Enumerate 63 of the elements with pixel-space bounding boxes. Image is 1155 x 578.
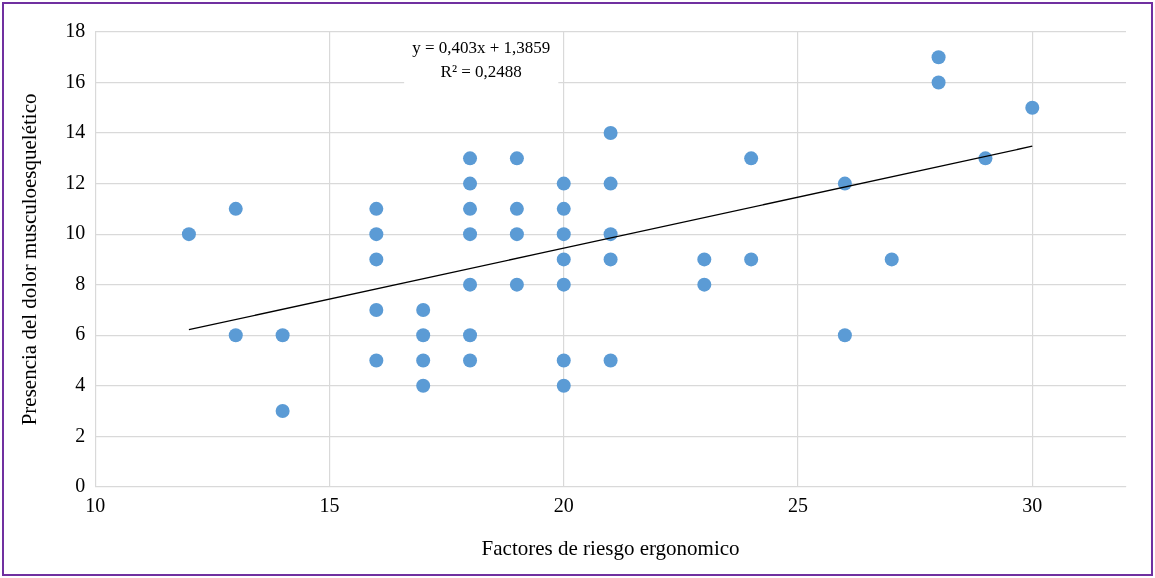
point: [369, 201, 384, 216]
point: [416, 353, 431, 368]
y-tick-label: 2: [75, 423, 86, 446]
point: [369, 302, 384, 317]
point: [556, 252, 571, 267]
point: [556, 277, 571, 292]
point: [931, 75, 946, 90]
point: [603, 126, 618, 141]
point: [463, 151, 478, 166]
point: [275, 404, 290, 418]
point: [463, 353, 478, 368]
annotation: y = 0,403x + 1,3859: [412, 38, 551, 58]
point: [463, 277, 478, 292]
point: [228, 201, 243, 216]
point: [369, 252, 384, 267]
y-tick-label: 14: [65, 120, 86, 143]
point: [697, 252, 712, 267]
y-tick-label: 16: [65, 69, 86, 92]
point: [603, 353, 618, 368]
point: [509, 201, 524, 216]
y-axis-title: Presencia del dolor musculoesquelético: [17, 93, 42, 426]
y-tick-label: 8: [75, 271, 86, 294]
point: [556, 353, 571, 368]
y-tick-label: 4: [75, 372, 86, 395]
point: [509, 151, 524, 166]
point: [369, 227, 384, 242]
y-tick-label: 10: [65, 221, 86, 244]
point: [603, 176, 618, 191]
annotation: R² = 0,2488: [440, 62, 522, 82]
x-tick-label: 20: [553, 494, 574, 517]
point: [697, 277, 712, 292]
point: [556, 201, 571, 216]
point: [416, 378, 431, 393]
y-tick-label: 12: [65, 170, 86, 193]
point: [931, 50, 946, 65]
x-tick-label: 30: [1022, 494, 1043, 517]
point: [556, 378, 571, 393]
y-tick-label: 18: [65, 19, 86, 42]
point: [463, 328, 478, 343]
point: [463, 176, 478, 191]
point: [744, 252, 759, 267]
y-tick-label: 0: [75, 474, 86, 497]
x-tick-label: 15: [319, 494, 340, 517]
point: [275, 328, 290, 343]
point: [369, 353, 384, 368]
point: [556, 176, 571, 191]
point: [228, 328, 243, 343]
point: [416, 302, 431, 317]
point: [509, 227, 524, 242]
point: [181, 227, 196, 242]
point: [1025, 100, 1040, 115]
point: [744, 151, 759, 166]
x-tick-label: 25: [788, 494, 809, 517]
y-tick-label: 6: [75, 322, 86, 345]
point: [463, 201, 478, 216]
point: [463, 227, 478, 242]
x-axis-title: Factores de riesgo ergonomico: [481, 535, 740, 560]
point: [416, 328, 431, 343]
point: [509, 277, 524, 292]
point: [556, 227, 571, 242]
point: [603, 252, 618, 267]
point: [884, 252, 899, 267]
point: [837, 328, 852, 343]
